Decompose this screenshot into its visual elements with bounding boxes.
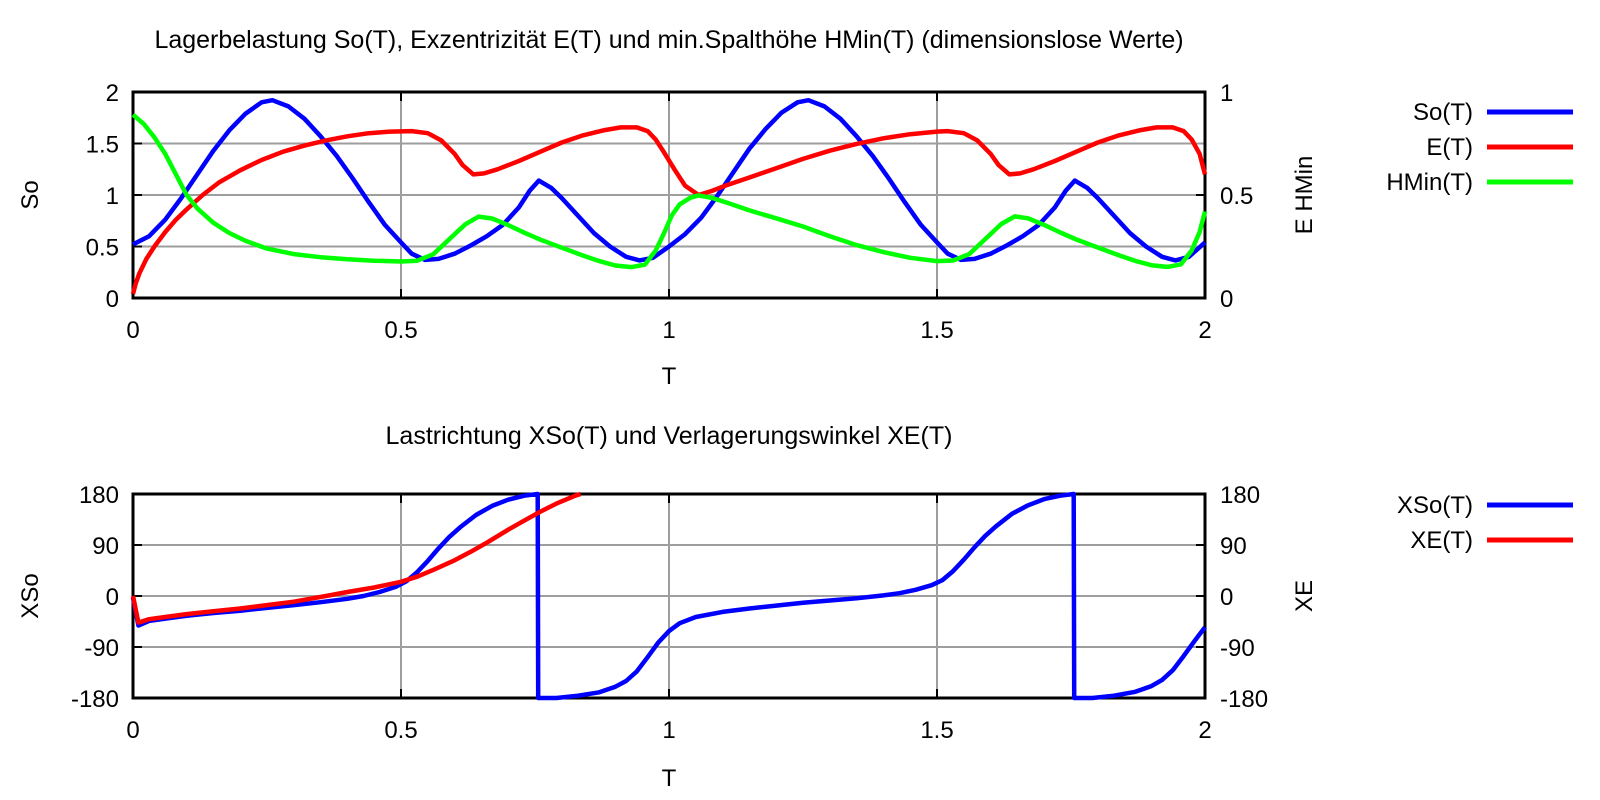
- series-curve-XSo(T): [130, 491, 1207, 701]
- left-axis-tick-label: -180: [71, 686, 119, 713]
- left-axis-tick-label: 1.5: [86, 132, 119, 159]
- x-axis-tick-label: 0.5: [384, 717, 417, 744]
- top-chart-right-y-axis-label: E HMin: [1291, 156, 1318, 235]
- right-axis-tick-label: 0: [1220, 286, 1233, 313]
- bottom-chart-right-y-axis-label: XE: [1291, 580, 1318, 612]
- bottom-chart-title: Lastrichtung XSo(T) und Verlagerungswink…: [386, 422, 953, 450]
- left-axis-tick-label: -90: [84, 635, 119, 662]
- legend-entry-hmin: HMin(T): [1386, 169, 1573, 196]
- left-axis-tick-label: 0: [106, 286, 119, 313]
- x-axis-tick-label: 1: [662, 317, 675, 344]
- series-curve-XE(T): [130, 491, 582, 625]
- bottom-chart: Lastrichtung XSo(T) und Verlagerungswink…: [17, 422, 1573, 792]
- legend-entry-xe: XE(T): [1410, 527, 1573, 554]
- right-axis-tick-label: 0.5: [1220, 183, 1253, 210]
- bottom-chart-x-axis-label: T: [662, 765, 677, 792]
- legend-label-hmin: HMin(T): [1386, 169, 1473, 196]
- legend-entry-e: E(T): [1426, 134, 1573, 161]
- top-chart-title: Lagerbelastung So(T), Exzentrizität E(T)…: [154, 26, 1183, 54]
- plot-border: [131, 90, 1207, 300]
- x-axis-tick-label: 2: [1198, 717, 1211, 744]
- legend-entry-xso: XSo(T): [1397, 492, 1573, 519]
- legend-label-xso: XSo(T): [1397, 492, 1473, 519]
- x-axis-tick-label: 2: [1198, 317, 1211, 344]
- left-axis-tick-label: 2: [106, 80, 119, 107]
- left-axis-tick-label: 90: [92, 533, 119, 560]
- x-axis-tick-label: 1.5: [920, 317, 953, 344]
- legend-label-xe: XE(T): [1410, 527, 1473, 554]
- right-axis-tick-label: -180: [1220, 686, 1268, 713]
- x-axis-tick-label: 1.5: [920, 717, 953, 744]
- top-chart-x-axis-label: T: [662, 363, 677, 390]
- x-axis-tick-label: 0: [126, 317, 139, 344]
- right-axis-tick-label: 180: [1220, 482, 1260, 509]
- bottom-chart-legend: XSo(T) XE(T): [1397, 492, 1573, 554]
- x-axis-tick-label: 0.5: [384, 317, 417, 344]
- right-axis-tick-label: 1: [1220, 80, 1233, 107]
- bottom-chart-left-y-axis-label: XSo: [17, 573, 44, 618]
- right-axis-tick-label: 90: [1220, 533, 1247, 560]
- top-chart: Lagerbelastung So(T), Exzentrizität E(T)…: [17, 26, 1573, 390]
- legend-label-e: E(T): [1426, 134, 1473, 161]
- top-chart-left-y-axis-label: So: [17, 180, 44, 209]
- left-axis-tick-label: 0.5: [86, 235, 119, 262]
- right-axis-tick-label: -90: [1220, 635, 1255, 662]
- series-curve-HMin(T): [131, 112, 1208, 270]
- right-axis-tick-label: 0: [1220, 584, 1233, 611]
- x-axis-tick-label: 0: [126, 717, 139, 744]
- left-axis-tick-label: 1: [106, 183, 119, 210]
- legend-entry-so: So(T): [1413, 99, 1573, 126]
- left-axis-tick-label: 0: [106, 584, 119, 611]
- bottom-chart-plot-area: -180 -90 0 90 180 -180 -90 0 90 180 0 0.5 1 1.5 2: [71, 482, 1268, 744]
- top-chart-legend: So(T) E(T) HMin(T): [1386, 99, 1573, 196]
- series-curve-E(T): [130, 125, 1208, 295]
- x-axis-tick-label: 1: [662, 717, 675, 744]
- left-axis-tick-label: 180: [79, 482, 119, 509]
- legend-label-so: So(T): [1413, 99, 1473, 126]
